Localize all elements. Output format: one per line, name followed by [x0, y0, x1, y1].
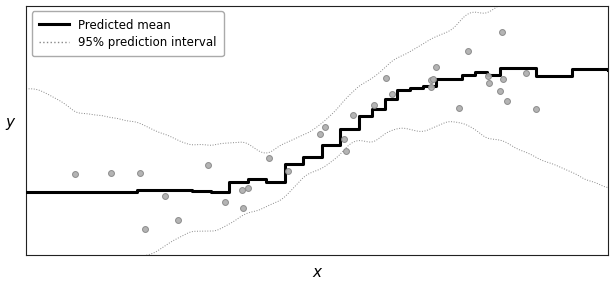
Point	[495, 89, 505, 94]
Point	[203, 163, 212, 167]
Point	[381, 76, 391, 80]
Point	[135, 170, 145, 175]
Point	[502, 99, 512, 103]
Point	[238, 206, 247, 211]
Point	[431, 65, 441, 69]
Point	[160, 193, 170, 198]
Point	[173, 218, 183, 223]
Point	[316, 132, 325, 136]
Point	[484, 80, 494, 85]
Point	[454, 106, 464, 110]
Point	[483, 74, 492, 78]
Point	[530, 107, 540, 112]
Point	[341, 149, 351, 153]
Point	[521, 71, 530, 76]
Point	[463, 48, 473, 53]
Point	[348, 113, 358, 118]
Point	[71, 172, 80, 176]
Point	[106, 170, 116, 175]
Point	[283, 169, 293, 174]
Point	[339, 136, 349, 141]
Point	[321, 125, 330, 129]
Point	[264, 155, 274, 160]
Point	[497, 30, 507, 35]
Legend: Predicted mean, 95% prediction interval: Predicted mean, 95% prediction interval	[32, 11, 223, 56]
Point	[426, 85, 436, 90]
Point	[426, 78, 435, 83]
Point	[369, 102, 379, 107]
Point	[429, 76, 438, 81]
X-axis label: x: x	[313, 265, 322, 281]
Point	[243, 186, 253, 190]
Y-axis label: y: y	[6, 115, 15, 130]
Point	[238, 188, 247, 192]
Point	[387, 92, 397, 96]
Point	[220, 200, 230, 204]
Point	[141, 227, 150, 232]
Point	[499, 77, 508, 82]
